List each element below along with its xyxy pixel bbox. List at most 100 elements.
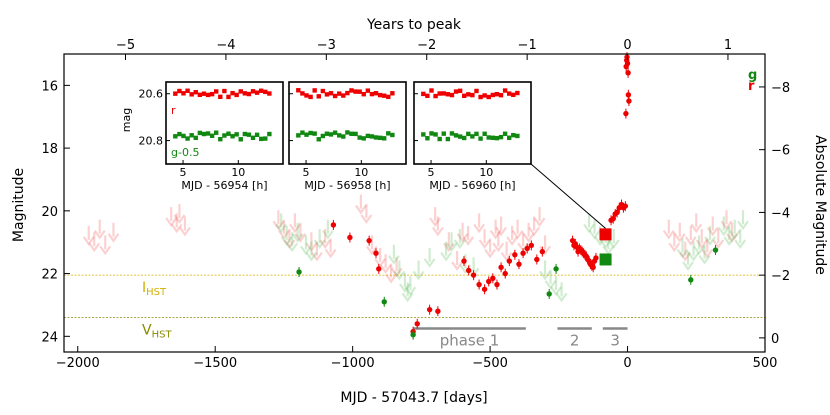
arrow-head [398,283,411,293]
upper-limit-arrow [165,207,178,228]
arrow-head [734,239,747,249]
arrow-head [99,245,112,256]
inset-y-tick-label: 20.6 [139,88,164,101]
inset-point-r [258,88,264,93]
inset-point-g [263,136,268,141]
upper-limit-arrow [453,229,466,249]
inset-g-label: g-0.5 [171,146,199,159]
upper-limit-arrow [365,235,378,256]
inset-point-r [506,91,512,96]
inset-point-r [238,89,243,94]
inset-point-r [433,93,438,99]
data-point-r [502,270,508,277]
inset-point-r [197,92,203,98]
data-point-r [590,264,596,271]
arrow-head [278,230,290,240]
inset-point-r [328,91,334,96]
upper-limit-arrow [88,232,101,253]
inset-point-g [242,131,248,137]
inset-point-g [511,132,516,138]
upper-limit-arrow [544,269,557,290]
inset-point-r [441,91,446,96]
arrow-head [673,233,686,243]
upper-limit-arrow [706,216,719,237]
arrow-head [431,226,444,237]
inset-point-g [201,131,207,137]
upper-limit-arrow [607,229,620,249]
arrow-head [453,239,466,249]
inset-point-r [341,93,346,98]
inset-frame [165,81,284,165]
inset-point-r [437,91,442,96]
data-point-r [373,250,379,256]
inset-point-r [490,92,496,98]
inset-x-tick-label: 10 [354,166,368,179]
arrow-head [322,230,334,240]
inset-point-r [353,89,358,94]
arrow-head [500,251,513,262]
x-tick-label: −1500 [193,356,237,371]
data-point-r [534,256,540,263]
upper-limit-arrow [412,260,425,281]
arrow-head [684,236,697,246]
upper-limit-arrow [313,229,326,249]
arrow-head [583,223,595,234]
upper-limit-arrow [555,282,568,303]
arrow-head [300,245,312,256]
inset-point-r [205,92,211,98]
arrow-head [280,236,293,246]
inset-point-r [502,88,508,93]
inset-point-r [345,90,350,96]
reference-line-label: VHST [142,322,172,340]
upper-limit-arrow [693,235,705,256]
inset-point-r [209,91,215,97]
x-tick-label: 0 [623,356,631,371]
arrow-head [173,214,186,224]
inset-point-r [365,88,371,93]
arrow-head [701,248,714,259]
inset-point-g [308,130,313,136]
inset-point-r [246,91,252,97]
inset-point-r [474,88,479,94]
inset-x-tick-label: 10 [231,166,245,179]
arrow-head [728,230,741,240]
arrow-head [286,242,299,253]
data-point-r [614,209,620,216]
inset-point-g [267,131,272,137]
inset-point-r [222,88,227,94]
inset-point-g [209,133,215,138]
inset-point-r [494,91,500,97]
inset-point-r [445,92,451,97]
legend-g: g [748,68,757,83]
upper-limit-arrow [387,244,400,265]
inset-y-label: mag [120,108,133,132]
upper-limit-arrow [179,216,191,237]
reference-line-subscript: HST [152,329,173,340]
top-tick-label: 0 [623,38,631,53]
data-point-r [366,237,372,244]
arrow-head [484,248,496,259]
inset-point-g [466,131,471,137]
data-point-g [712,247,719,253]
inset-point-g [365,133,371,139]
data-point-g [553,266,559,272]
arrow-head [423,258,436,268]
upper-limit-arrow [305,232,318,253]
inset-point-g [296,133,301,138]
inset-point-r [218,94,223,100]
arrow-head [687,251,700,262]
arrow-head [275,223,288,234]
upper-limit-arrow [401,282,414,303]
inset-x-tick-label: 10 [479,166,493,179]
inset-point-g [205,131,211,136]
inset-point-r [201,91,207,96]
arrow-head [374,258,387,268]
arrow-head [550,286,562,297]
arrow-head [390,267,403,278]
inset-point-g [246,132,252,137]
upper-limit-arrow [473,213,485,234]
reference-line-subscript: HST [146,287,167,298]
upper-limit-arrow [385,263,398,284]
arrow-head [88,242,101,253]
arrow-head [412,270,425,281]
